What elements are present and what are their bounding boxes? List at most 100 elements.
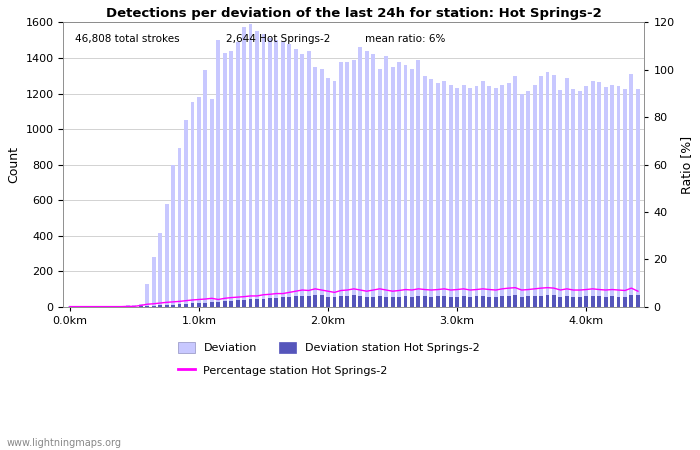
Bar — [500, 85, 504, 306]
Bar — [158, 233, 162, 306]
Bar — [339, 62, 343, 306]
Bar — [526, 297, 530, 306]
Bar — [442, 81, 446, 306]
Bar — [236, 301, 239, 306]
Bar — [274, 298, 279, 306]
Bar — [139, 305, 143, 306]
Bar — [204, 303, 207, 306]
Bar — [584, 296, 588, 306]
Bar — [384, 297, 388, 306]
Bar — [487, 86, 491, 306]
Bar — [455, 297, 459, 306]
Bar — [429, 297, 433, 306]
Bar — [623, 297, 627, 306]
Bar — [294, 296, 298, 306]
Bar — [603, 297, 608, 306]
Bar — [281, 297, 285, 306]
Bar — [223, 53, 227, 306]
Bar — [126, 305, 130, 306]
Bar — [494, 297, 498, 306]
Bar — [248, 300, 253, 306]
Bar — [617, 86, 620, 306]
Bar — [578, 91, 582, 306]
Bar — [307, 51, 311, 306]
Bar — [190, 303, 195, 306]
Bar — [236, 42, 239, 306]
Bar — [371, 297, 375, 306]
Bar — [384, 56, 388, 306]
Bar — [591, 296, 594, 306]
Title: Detections per deviation of the last 24h for station: Hot Springs-2: Detections per deviation of the last 24h… — [106, 7, 602, 20]
Bar — [210, 302, 214, 306]
Bar — [487, 297, 491, 306]
Bar — [332, 297, 337, 306]
Text: www.lightningmaps.org: www.lightningmaps.org — [7, 438, 122, 448]
Bar — [571, 297, 575, 306]
Bar — [242, 300, 246, 306]
Bar — [248, 24, 253, 306]
Bar — [520, 297, 524, 306]
Bar — [481, 296, 485, 306]
Bar — [462, 85, 466, 306]
Bar — [539, 76, 543, 306]
Bar — [300, 54, 304, 306]
Legend: Percentage station Hot Springs-2: Percentage station Hot Springs-2 — [174, 360, 392, 381]
Bar — [320, 294, 323, 306]
Bar — [216, 302, 221, 306]
Bar — [436, 297, 440, 306]
Bar — [216, 40, 221, 306]
Bar — [313, 295, 317, 306]
Bar — [288, 297, 291, 306]
Bar — [320, 69, 323, 306]
Bar — [416, 296, 420, 306]
Bar — [617, 297, 620, 306]
Bar — [255, 299, 259, 306]
Bar — [610, 297, 614, 306]
Bar — [468, 297, 472, 306]
Bar — [442, 296, 446, 306]
Bar — [591, 81, 594, 306]
Bar — [468, 88, 472, 306]
Bar — [475, 86, 478, 306]
Bar — [210, 99, 214, 306]
Y-axis label: Ratio [%]: Ratio [%] — [680, 135, 693, 194]
Bar — [274, 40, 279, 306]
Bar — [494, 88, 498, 306]
Bar — [545, 295, 550, 306]
Bar — [300, 296, 304, 306]
Bar — [455, 88, 459, 306]
Bar — [404, 296, 407, 306]
Bar — [565, 77, 569, 306]
Bar — [288, 44, 291, 306]
Bar — [146, 284, 149, 306]
Bar — [339, 296, 343, 306]
Bar — [416, 60, 420, 306]
Bar — [507, 83, 511, 306]
Bar — [132, 305, 137, 306]
Bar — [352, 60, 356, 306]
Bar — [539, 296, 543, 306]
Bar — [365, 297, 369, 306]
Bar — [449, 297, 453, 306]
Bar — [397, 297, 401, 306]
Bar — [204, 71, 207, 306]
Bar — [307, 296, 311, 306]
Bar — [584, 86, 588, 306]
Bar — [597, 82, 601, 306]
Bar — [268, 298, 272, 306]
Bar — [500, 296, 504, 306]
Bar — [404, 65, 407, 306]
Bar — [262, 34, 265, 306]
Bar — [152, 257, 155, 306]
Bar — [429, 79, 433, 306]
Bar — [391, 297, 395, 306]
Bar — [397, 62, 401, 306]
Bar — [230, 51, 233, 306]
Bar — [533, 296, 536, 306]
Bar — [268, 38, 272, 306]
Bar — [507, 296, 511, 306]
Bar — [313, 67, 317, 306]
Bar — [352, 295, 356, 306]
Bar — [294, 49, 298, 306]
Bar — [197, 97, 201, 306]
